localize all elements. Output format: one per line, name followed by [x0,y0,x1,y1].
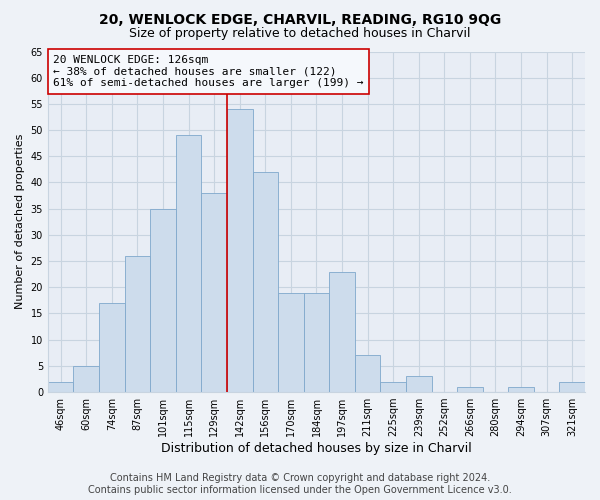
Bar [457,387,482,392]
Bar [380,382,406,392]
Bar [355,356,380,392]
Bar [125,256,150,392]
Bar [73,366,99,392]
Y-axis label: Number of detached properties: Number of detached properties [15,134,25,310]
Bar [176,136,202,392]
Bar [304,292,329,392]
Bar [48,382,73,392]
Bar [150,208,176,392]
Bar [253,172,278,392]
Bar [278,292,304,392]
Text: Contains HM Land Registry data © Crown copyright and database right 2024.
Contai: Contains HM Land Registry data © Crown c… [88,474,512,495]
Bar [329,272,355,392]
Bar [406,376,431,392]
Text: 20, WENLOCK EDGE, CHARVIL, READING, RG10 9QG: 20, WENLOCK EDGE, CHARVIL, READING, RG10… [99,12,501,26]
Bar [99,303,125,392]
Text: 20 WENLOCK EDGE: 126sqm
← 38% of detached houses are smaller (122)
61% of semi-d: 20 WENLOCK EDGE: 126sqm ← 38% of detache… [53,55,364,88]
Bar [202,193,227,392]
Bar [508,387,534,392]
X-axis label: Distribution of detached houses by size in Charvil: Distribution of detached houses by size … [161,442,472,455]
Bar [559,382,585,392]
Bar [227,109,253,392]
Text: Size of property relative to detached houses in Charvil: Size of property relative to detached ho… [129,28,471,40]
